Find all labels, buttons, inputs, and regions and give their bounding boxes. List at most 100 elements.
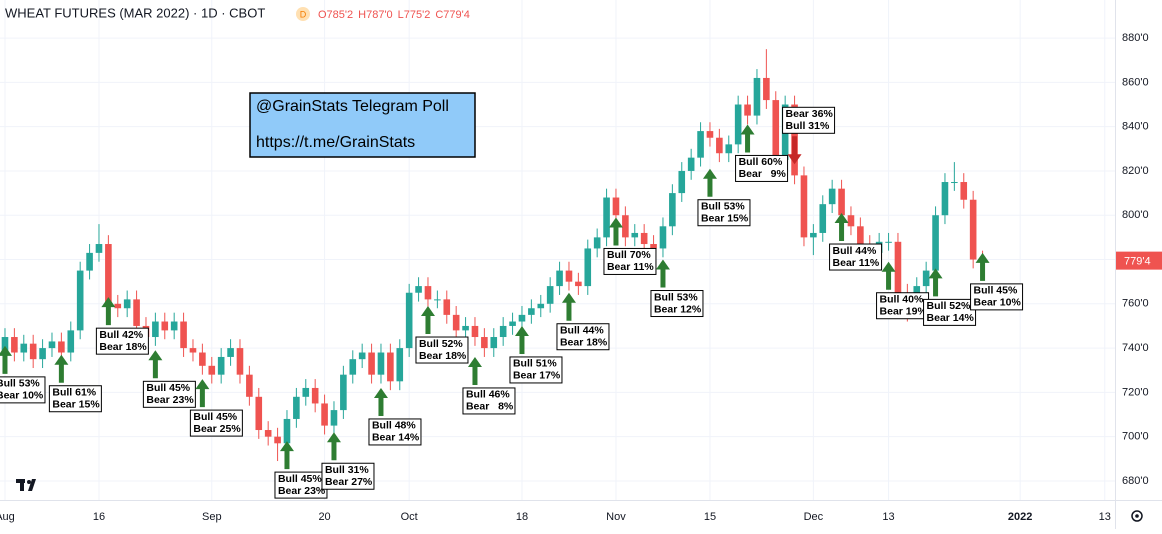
candle-body	[387, 352, 394, 382]
settings-gear[interactable]	[1131, 510, 1143, 522]
candle-body	[152, 321, 159, 338]
candle-body	[932, 215, 939, 271]
poll-line: Bear 14%	[372, 432, 420, 444]
candle-body	[669, 193, 676, 227]
candle-body	[217, 356, 225, 375]
poll-line: Bull 31%	[325, 464, 369, 476]
y-tick-label: 700'0	[1122, 431, 1149, 443]
ohlc-value: L775'2	[398, 9, 431, 21]
poll-arrow	[373, 387, 388, 416]
candle-body	[678, 170, 686, 194]
candle-body	[528, 308, 535, 315]
poll-line: Bull 44%	[560, 325, 604, 337]
candle-body	[716, 137, 723, 154]
candle-body	[894, 241, 902, 293]
poll-box	[650, 290, 704, 318]
candle-body	[960, 182, 968, 200]
candle-body	[368, 352, 375, 375]
poll-box	[923, 298, 977, 326]
y-tick-label: 860'0	[1122, 76, 1149, 88]
candle-body	[481, 337, 488, 349]
poll-line: Bear 8%	[466, 401, 514, 413]
poll-line: Bear 23%	[278, 485, 326, 497]
poll-line: Bear 23%	[146, 394, 194, 406]
candle-body	[772, 100, 780, 160]
candle-body	[377, 352, 385, 375]
candle-body	[274, 436, 281, 444]
y-tick-label: 740'0	[1122, 342, 1149, 354]
candle-body	[810, 232, 817, 238]
candle-body	[76, 270, 84, 331]
candle-body	[39, 348, 46, 360]
candle-body	[424, 286, 432, 300]
candle-body	[499, 325, 507, 338]
poll-arrow	[279, 441, 294, 470]
candle-body	[941, 182, 949, 216]
poll-box	[876, 292, 930, 320]
poll-arrow	[608, 217, 623, 246]
poll-arrow	[101, 297, 116, 326]
candle-body	[603, 197, 610, 238]
poll-line: Bear 17%	[513, 370, 561, 382]
poll-line: Bull 45%	[974, 285, 1018, 297]
x-tick-label: 15	[704, 511, 716, 523]
x-tick-label: 18	[516, 511, 528, 523]
y-tick-label: 720'0	[1122, 386, 1149, 398]
gear-center	[1135, 514, 1139, 518]
candle-body	[358, 352, 366, 360]
poll-box	[509, 356, 563, 384]
poll-line: Bull 53%	[701, 201, 745, 213]
poll-line: Bear 11%	[607, 261, 654, 273]
poll-box	[142, 380, 196, 408]
poll-box	[735, 154, 789, 182]
poll-line: Bull 61%	[52, 387, 96, 399]
badge-circle	[296, 7, 310, 21]
poll-arrow	[655, 259, 670, 288]
candle-body	[763, 77, 770, 101]
candle-body	[518, 314, 526, 322]
candle-body	[922, 270, 930, 287]
candle-body	[706, 131, 714, 138]
y-tick-label: 680'0	[1122, 475, 1149, 487]
x-tick-label: Aug	[0, 511, 15, 523]
ohlc-value: C779'4	[435, 9, 470, 21]
poll-arrow	[975, 252, 990, 281]
candle-body	[170, 321, 178, 331]
gear[interactable]	[1131, 510, 1143, 522]
candle-body	[67, 330, 75, 353]
y-tick-label: 820'0	[1122, 165, 1149, 177]
candle-body	[857, 226, 864, 245]
candle-body	[293, 396, 300, 419]
candle-body	[95, 244, 103, 253]
candle-body	[246, 374, 253, 397]
poll-arrow	[787, 136, 802, 165]
candle-body	[434, 299, 441, 301]
poll-line: Bear 10%	[974, 297, 1022, 309]
x-tick-label: 2022	[1008, 511, 1032, 523]
y-tick-label: 840'0	[1122, 121, 1149, 133]
candle-body	[575, 281, 582, 287]
y-tick-label: 880'0	[1122, 32, 1149, 44]
candle-body	[969, 199, 977, 260]
poll-line: Bear 9%	[739, 168, 787, 180]
poll-box	[368, 418, 422, 446]
y-tick-label: 760'0	[1122, 298, 1149, 310]
candle-body	[321, 403, 328, 426]
candle-body	[264, 430, 272, 437]
candle-body	[734, 104, 742, 145]
last-price-tag	[1116, 251, 1162, 270]
poll-arrow	[834, 213, 849, 242]
candle-body	[114, 303, 122, 309]
ohlc-value: O785'2	[318, 9, 353, 21]
poll-arrow	[54, 354, 69, 383]
candle-body	[255, 396, 263, 431]
x-tick-label: 16	[93, 511, 105, 523]
poll-line: Bull 60%	[739, 156, 783, 168]
candle-body	[48, 341, 56, 349]
poll-line: Bear 15%	[52, 399, 100, 411]
candle-body	[612, 197, 620, 216]
tv-logo	[16, 479, 36, 491]
candle-body	[340, 374, 347, 411]
poll-line: Bull 40%	[880, 294, 924, 306]
